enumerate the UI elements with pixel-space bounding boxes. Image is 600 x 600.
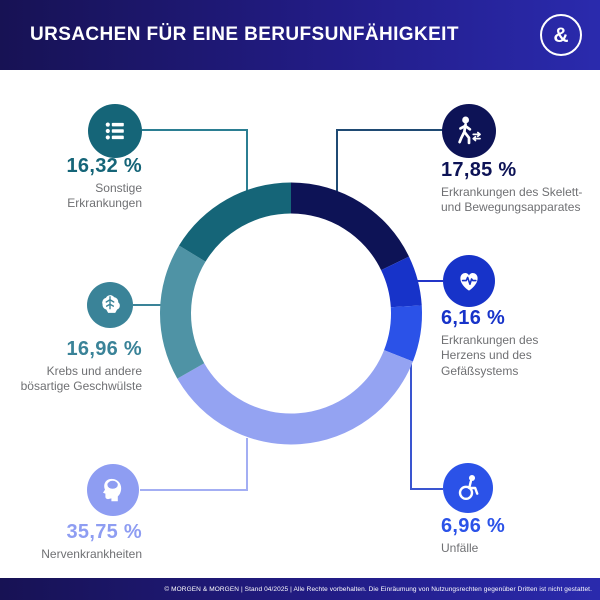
callout-krebs: 16,96 % Krebs und andere bösartige Gesch… (14, 339, 142, 395)
percent-value: 16,96 % (66, 338, 142, 360)
copyright-text: © MORGEN & MORGEN | Stand 04/2025 | Alle… (164, 585, 592, 593)
heart-pulse-icon (443, 255, 495, 307)
bullet-list-icon (88, 104, 142, 158)
donut-segment-0 (291, 182, 409, 271)
percent-value: 6,96 % (441, 515, 506, 537)
brain-icon (87, 282, 133, 328)
callout-herz: 6,16 % Erkrankungen des Herzens und des … (441, 308, 551, 379)
head-silhouette-icon (87, 464, 139, 516)
segment-label: Erkrankungen des Herzens und des Gefäßsy… (441, 333, 539, 378)
percent-value: 16,32 % (66, 155, 142, 177)
percent-value: 6,16 % (441, 307, 506, 329)
wheelchair-icon (443, 463, 493, 513)
callout-unfaelle: 6,96 % Unfälle (441, 516, 505, 556)
segment-label: Erkrankungen des Skelett- und Bewegungsa… (441, 185, 583, 215)
callout-sonstige: 16,32 % Sonstige Erkrankungen (47, 155, 143, 212)
donut-segment-5 (179, 182, 291, 262)
footer-bar: © MORGEN & MORGEN | Stand 04/2025 | Alle… (0, 578, 600, 600)
donut-segment-1 (381, 256, 422, 308)
callout-skelett: 17,85 % Erkrankungen des Skelett- und Be… (441, 160, 596, 216)
donut-segment-3 (177, 350, 413, 445)
header-bar: URSACHEN FÜR EINE BERUFSUNFÄHIGKEIT & (0, 0, 600, 70)
segment-label: Nervenkrankheiten (41, 547, 142, 561)
connector-line-nerven (140, 438, 248, 491)
donut-segment-4 (159, 245, 206, 379)
page-title: URSACHEN FÜR EINE BERUFSUNFÄHIGKEIT (30, 24, 459, 45)
connector-line-skelett (336, 129, 443, 193)
walking-person-icon (442, 104, 496, 158)
percent-value: 17,85 % (441, 159, 517, 181)
percent-value: 35,75 % (66, 521, 142, 543)
connector-line-unfaelle (410, 364, 443, 490)
segment-label: Unfälle (441, 541, 479, 555)
donut-segments (159, 182, 423, 445)
donut-segment-2 (384, 305, 423, 362)
connector-line-sonstige (142, 129, 248, 193)
segment-label: Sonstige Erkrankungen (67, 181, 142, 211)
callout-nerven: 35,75 % Nervenkrankheiten (41, 522, 142, 562)
segment-label: Krebs und andere bösartige Geschwülste (20, 364, 142, 394)
brand-logo-icon: & (540, 14, 582, 56)
